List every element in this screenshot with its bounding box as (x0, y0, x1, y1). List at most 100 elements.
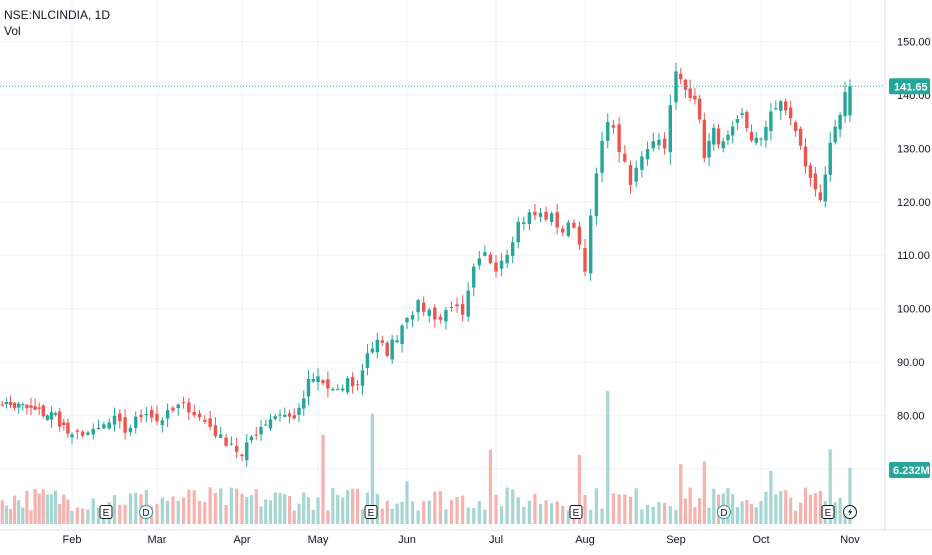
candle-body (49, 412, 54, 420)
volume-bar (663, 502, 667, 524)
candle-body (561, 228, 565, 233)
candle-body (843, 92, 847, 117)
volume-bar (171, 496, 175, 524)
price-tick-label: 150.00 (897, 37, 931, 49)
candle-body (365, 353, 370, 369)
volume-bar (240, 493, 244, 524)
volume-bar (645, 504, 650, 524)
volume-bar (45, 494, 49, 524)
volume-bar (123, 504, 127, 524)
time-tick-label: Jul (489, 534, 503, 546)
candle-body (838, 114, 842, 130)
volume-bar (499, 506, 504, 524)
volume-bar (848, 468, 852, 524)
candle-body (707, 140, 711, 158)
candle-body (427, 309, 431, 316)
candle-body (611, 125, 616, 128)
volume-bar (416, 510, 420, 524)
volume-bar (449, 500, 454, 524)
volume-bar (726, 488, 730, 524)
volume-bar (58, 504, 62, 524)
volume-bar (818, 490, 822, 524)
candle-body (588, 215, 593, 274)
volume-bar (477, 501, 481, 524)
time-tick-label: Nov (840, 534, 860, 546)
volume-bar (798, 502, 803, 524)
candle-body (155, 413, 159, 422)
event-marker-label: D (720, 508, 727, 519)
volume-bar (91, 498, 95, 524)
volume-bar (789, 497, 793, 524)
candle-body (460, 304, 465, 315)
candle-body (45, 415, 50, 420)
candle-body (400, 325, 404, 345)
volume-bar (657, 501, 661, 524)
volume-bar (527, 500, 531, 524)
dividend-marker: D (139, 505, 153, 519)
time-tick-label: Mar (148, 534, 167, 546)
dividend-marker: D (717, 505, 731, 519)
candle-body (350, 377, 355, 387)
volume-bar (326, 510, 330, 524)
volume-bar (628, 496, 633, 524)
volume-bar (779, 491, 783, 524)
volume-bar (679, 464, 683, 524)
candle-body (466, 290, 470, 317)
volume-bar (70, 510, 74, 524)
volume-bar (702, 461, 706, 524)
volume-bar (668, 505, 672, 524)
volume-bar (13, 495, 17, 524)
candle-body (107, 422, 111, 429)
candle-body (326, 379, 330, 389)
candle-body (740, 113, 744, 115)
volume-bar (245, 497, 249, 524)
candle-body (336, 388, 340, 390)
volume-bar (838, 497, 842, 524)
volume-bar (112, 495, 117, 524)
candle-body (623, 153, 627, 162)
candle-body (693, 95, 697, 100)
time-axis[interactable]: Feb Mar Apr May Jun Jul Aug Sep Oct Nov (63, 534, 861, 546)
price-axis[interactable]: 70.0080.0090.00100.00110.00120.00130.001… (897, 37, 931, 476)
volume-bar (370, 413, 374, 524)
candle-body (549, 213, 554, 223)
volume-bar (683, 498, 688, 524)
volume-bar (461, 495, 465, 524)
volume-bar (455, 497, 459, 524)
earnings-marker: E (569, 505, 583, 519)
candle-body (80, 431, 85, 436)
candle-body (421, 302, 426, 312)
volume-bar (533, 493, 537, 524)
candle-body (628, 164, 633, 186)
volume-bar (422, 501, 426, 524)
time-tick-label: Jun (398, 534, 416, 546)
volume-bar (41, 489, 45, 524)
candle-body (176, 404, 180, 409)
volume-layer (0, 391, 852, 524)
volume-bar (355, 488, 360, 524)
volume-bar (4, 505, 8, 524)
last-price-tag: 141.65 (894, 81, 928, 93)
candle-body (645, 149, 650, 160)
candle-body (224, 437, 228, 446)
earnings-marker-box (569, 505, 583, 519)
candle-body (134, 416, 138, 428)
price-tick-label: 110.00 (897, 250, 930, 262)
earnings-marker-box (99, 505, 113, 519)
candle-body (848, 86, 852, 116)
volume-bar (66, 499, 70, 524)
candle-body (128, 427, 133, 433)
last-volume-tag: 6.232M (893, 465, 930, 477)
candle-body (634, 167, 638, 182)
volume-bar (433, 491, 437, 524)
candle-body (566, 222, 571, 236)
volume-bar (160, 497, 164, 524)
candle-body (818, 192, 823, 200)
volume-bar (176, 500, 180, 524)
symbol-title[interactable]: NSE:NLCINDIA, 1D (4, 8, 110, 22)
earnings-marker: E (99, 505, 113, 519)
candle-body (112, 415, 117, 425)
volume-bar (197, 500, 202, 524)
volume-bar (33, 488, 37, 524)
volume-legend[interactable]: Vol (4, 24, 21, 38)
